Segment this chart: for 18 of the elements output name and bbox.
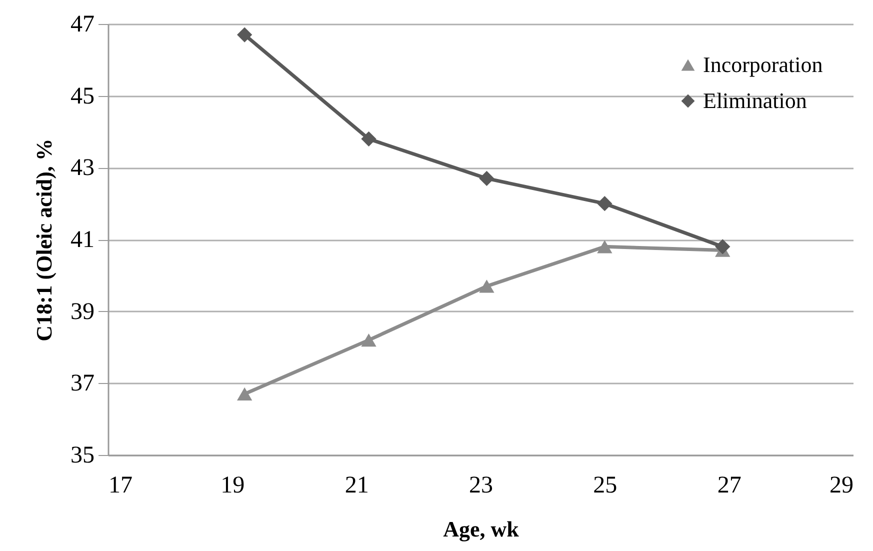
y-tick-label: 35	[70, 442, 94, 468]
x-tick-label: 27	[717, 472, 742, 498]
y-tick-label: 43	[70, 155, 94, 182]
y-tick-label: 41	[70, 227, 94, 253]
legend-label: Elimination	[703, 88, 807, 113]
y-tick-label: 37	[70, 370, 94, 397]
y-tick-label: 39	[70, 298, 94, 325]
x-tick-label: 23	[469, 472, 493, 498]
x-tick-label: 25	[593, 472, 618, 498]
x-tick-label: 19	[220, 472, 245, 498]
y-tick-label: 47	[70, 12, 94, 38]
x-tick-label: 29	[830, 472, 854, 498]
y-axis-title: C18:1 (Oleic acid), %	[32, 138, 56, 342]
x-axis-title: Age, wk	[443, 516, 520, 542]
x-tick-label: 17	[108, 472, 132, 498]
y-tick-label: 45	[70, 83, 94, 110]
x-tick-label: 21	[344, 472, 369, 498]
legend-label: Incorporation	[703, 52, 823, 77]
